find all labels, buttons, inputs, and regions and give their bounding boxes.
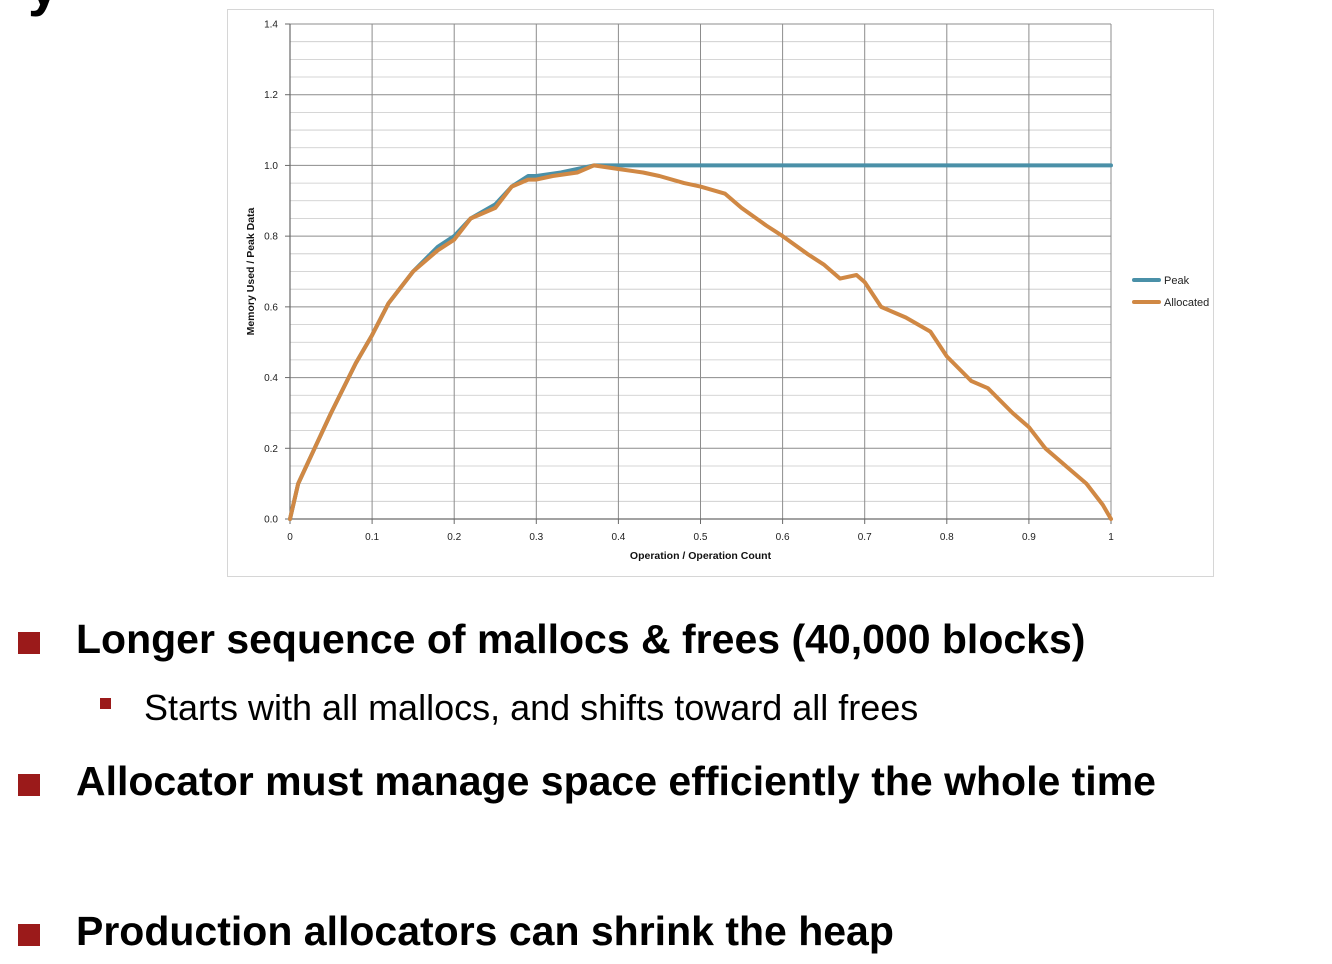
legend-label-peak: Peak bbox=[1164, 275, 1190, 287]
y-tick-label: 1.4 bbox=[264, 20, 278, 31]
sub-bullet-text: Starts with all mallocs, and shifts towa… bbox=[144, 687, 919, 728]
y-tick-label: 0.0 bbox=[264, 515, 278, 526]
memory-usage-chart: 0.0 0.2 0.4 0.6 0.8 1.0 1.2 1.4 0 0.1 0.2 0.3 0.4 0.5… bbox=[245, 20, 1209, 563]
y-tick-label: 1.0 bbox=[264, 161, 278, 172]
y-tick-label: 1.2 bbox=[264, 90, 278, 101]
x-axis-title: Operation / Operation Count bbox=[630, 550, 772, 562]
bullet-text: Longer sequence of mallocs & frees (40,0… bbox=[76, 616, 1086, 662]
bullet-square-icon bbox=[18, 632, 40, 654]
chart-frame: 0.0 0.2 0.4 0.6 0.8 1.0 1.2 1.4 0 0.1 0.2 0.3 0.4 0.5… bbox=[227, 9, 1214, 577]
slide-title-fragment: y bbox=[28, 0, 59, 14]
x-tick-label: 0.3 bbox=[529, 532, 543, 543]
x-tick-label: 1 bbox=[1108, 532, 1114, 543]
x-tick-label: 0.9 bbox=[1022, 532, 1036, 543]
y-axis-title: Memory Used / Peak Data bbox=[245, 207, 257, 335]
y-tick-label: 0.6 bbox=[264, 302, 278, 313]
bullet-square-icon bbox=[18, 924, 40, 946]
x-tick-label: 0 bbox=[287, 532, 293, 543]
legend-label-allocated: Allocated bbox=[1164, 297, 1209, 309]
bullet-text: Allocator must manage space efficiently … bbox=[76, 758, 1156, 804]
y-tick-label: 0.4 bbox=[264, 373, 278, 384]
y-tick-label: 0.8 bbox=[264, 232, 278, 243]
x-tick-label: 0.6 bbox=[776, 532, 790, 543]
x-tick-label: 0.4 bbox=[611, 532, 625, 543]
y-tick-label: 0.2 bbox=[264, 444, 278, 455]
x-tick-label: 0.7 bbox=[858, 532, 872, 543]
bullet-text: Production allocators can shrink the hea… bbox=[76, 908, 894, 954]
x-tick-label: 0.5 bbox=[694, 532, 708, 543]
bullet-square-icon bbox=[18, 774, 40, 796]
x-tick-label: 0.8 bbox=[940, 532, 954, 543]
sub-bullet-square-icon bbox=[100, 698, 111, 709]
x-tick-label: 0.1 bbox=[365, 532, 379, 543]
series-line-allocated bbox=[288, 163, 1113, 521]
x-tick-label: 0.2 bbox=[447, 532, 461, 543]
